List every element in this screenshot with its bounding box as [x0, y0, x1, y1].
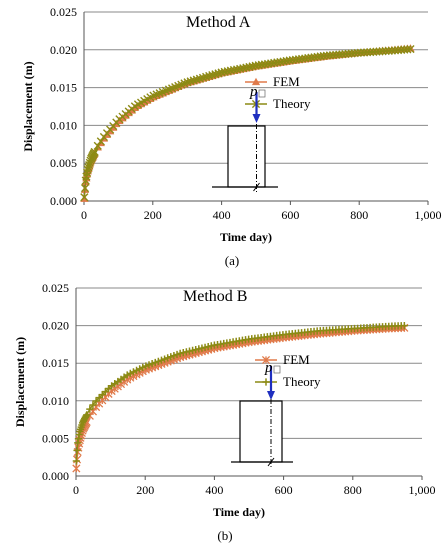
- break-mark: [267, 457, 275, 467]
- figure-caption: (b): [217, 528, 232, 543]
- pile-box: [227, 125, 266, 188]
- legend-marker: [261, 355, 271, 365]
- x-tick-label: 600: [281, 208, 299, 222]
- legend-marker: [262, 378, 270, 386]
- x-tick-label: 0: [81, 208, 87, 222]
- legend-label: FEM: [283, 352, 310, 367]
- y-tick-label: 0.000: [42, 469, 69, 483]
- data-point: [400, 322, 408, 330]
- data-point: [89, 401, 97, 409]
- series-theory: [80, 44, 415, 202]
- data-point: [93, 141, 102, 150]
- legend-label: Theory: [283, 374, 321, 389]
- data-point: [217, 68, 226, 77]
- data-point: [72, 464, 81, 473]
- data-point: [220, 67, 229, 76]
- data-point: [80, 193, 89, 202]
- x-tick-label: 400: [213, 208, 231, 222]
- legend-entry-fem: FEM: [245, 74, 300, 89]
- load-label: p: [249, 84, 258, 100]
- data-point: [245, 62, 254, 72]
- data-point: [223, 67, 232, 76]
- y-tick-label: 0.020: [50, 43, 77, 57]
- data-point: [86, 405, 94, 413]
- data-point: [72, 457, 80, 465]
- method-label: Method A: [186, 14, 251, 31]
- load-subscript-box: [273, 365, 281, 374]
- y-tick-label: 0.015: [42, 356, 69, 370]
- data-point: [406, 44, 415, 54]
- y-tick-label: 0.015: [50, 81, 77, 95]
- legend-marker: [251, 77, 261, 86]
- break-mark: [253, 182, 260, 192]
- data-point: [239, 64, 248, 73]
- x-axis-label: Time day): [213, 505, 265, 519]
- chart-method-a: 0.000 0.005 0.010 0.015 0.020 0.025 0 200 400 600…: [21, 5, 442, 268]
- data-point: [80, 184, 90, 193]
- x-tick-label: 200: [136, 483, 154, 497]
- data-point: [229, 65, 239, 75]
- x-tick-label: 200: [144, 208, 162, 222]
- data-point: [73, 446, 81, 455]
- x-tick-label: 800: [350, 208, 368, 222]
- x-tick-label: 800: [344, 483, 362, 497]
- x-tick-label: 0: [73, 483, 79, 497]
- y-axis-label: Displacement (m): [21, 61, 35, 151]
- series-theory: [72, 322, 408, 465]
- load-schematic: p: [231, 360, 293, 468]
- y-tick-label: 0.025: [50, 5, 77, 19]
- y-tick-label: 0.005: [50, 156, 77, 170]
- data-point: [85, 160, 94, 170]
- load-schematic: p: [212, 84, 278, 193]
- data-point: [226, 66, 235, 75]
- data-point: [90, 147, 99, 157]
- x-tick-label: 1,000: [415, 208, 442, 222]
- x-tick-label: 1,000: [409, 483, 436, 497]
- chart-method-b: 0.000 0.005 0.010 0.015 0.020 0.025 0 200 400 600…: [13, 281, 436, 543]
- figure-caption: (a): [225, 253, 239, 268]
- y-tick-label: 0.010: [42, 394, 69, 408]
- load-subscript-box: [258, 89, 266, 98]
- y-tick-label: 0.005: [42, 431, 69, 445]
- data-point: [242, 63, 251, 72]
- load-arrow-head: [252, 114, 261, 123]
- data-point: [83, 411, 91, 419]
- data-point: [403, 45, 412, 54]
- x-axis-label: Time day): [220, 230, 272, 244]
- y-tick-label: 0.000: [50, 194, 77, 208]
- data-point: [232, 65, 242, 74]
- legend-entry-theory: Theory: [255, 374, 321, 389]
- x-tick-label: 400: [205, 483, 223, 497]
- legend-label: FEM: [273, 74, 300, 89]
- legend-label: Theory: [273, 96, 311, 111]
- data-point: [248, 62, 257, 71]
- legend-entry-fem: FEM: [255, 352, 310, 367]
- y-tick-label: 0.010: [50, 118, 77, 132]
- x-tick-label: 600: [275, 483, 293, 497]
- y-tick-label: 0.025: [42, 281, 69, 295]
- load-arrow-head: [267, 391, 275, 400]
- data-point: [83, 165, 92, 174]
- load-label: p: [264, 360, 273, 376]
- y-tick-label: 0.020: [42, 319, 69, 333]
- y-axis-label: Displacement (m): [13, 337, 27, 427]
- data-point: [84, 163, 93, 172]
- data-point: [236, 64, 245, 73]
- data-point: [96, 137, 105, 146]
- pile-box: [239, 400, 283, 463]
- method-label: Method B: [183, 288, 247, 305]
